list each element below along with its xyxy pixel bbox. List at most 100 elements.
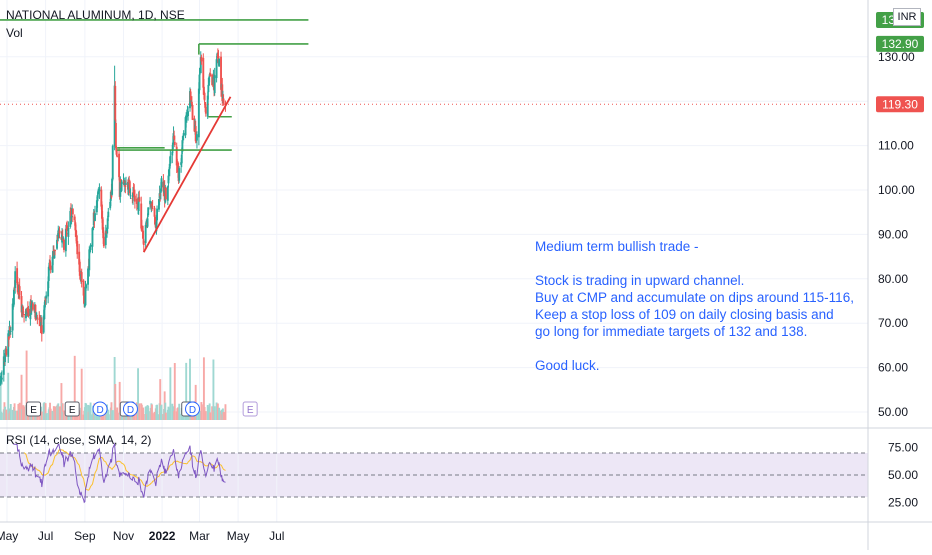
dividend-marker-label: D: [127, 405, 134, 416]
candle-body: [151, 203, 153, 206]
dividend-marker-label: D: [189, 405, 196, 416]
candle-body: [124, 185, 127, 187]
candle-body: [197, 88, 200, 138]
candle-body: [221, 84, 224, 101]
candle-body: [27, 308, 30, 317]
volume-bar: [111, 410, 114, 420]
candle-body: [153, 207, 156, 217]
candle-body: [66, 227, 69, 231]
candle-body: [118, 153, 121, 178]
candle-body: [138, 197, 141, 202]
candle-body: [38, 318, 41, 320]
candle-body: [80, 272, 83, 282]
candle-body: [207, 84, 210, 93]
volume-bar: [159, 379, 162, 420]
candle-body: [215, 59, 218, 79]
dividend-marker: D: [122, 401, 138, 417]
volume-bar: [200, 402, 203, 420]
candle-body: [87, 268, 89, 285]
candle-body: [198, 74, 201, 91]
candle-body: [193, 118, 196, 132]
candle-body: [133, 191, 136, 197]
candle-body: [114, 122, 117, 149]
candle-body: [47, 266, 50, 281]
volume-bar: [4, 406, 7, 420]
rsi-axis-label: 25.00: [888, 496, 918, 510]
candle-body: [202, 57, 205, 88]
dividend-marker-circle: [185, 401, 201, 417]
dividend-marker-label: D: [96, 405, 103, 416]
candle-body: [56, 236, 59, 238]
candle-body: [222, 98, 225, 103]
candle-body: [69, 208, 72, 217]
candle-body: [34, 304, 37, 320]
candle-body: [92, 227, 95, 231]
volume-bar: [80, 368, 83, 420]
price-axis-label: 100.00: [878, 183, 915, 197]
candle-body: [209, 73, 212, 77]
volume-bar: [187, 413, 190, 420]
candle-body: [137, 196, 140, 211]
volume-bar: [147, 405, 150, 420]
volume-bar: [156, 404, 159, 420]
volume-bar: [213, 406, 216, 420]
volume-bar: [107, 409, 110, 420]
candle-body: [74, 222, 77, 231]
candle-body: [54, 250, 57, 252]
candle-body: [45, 295, 48, 299]
candle-body: [64, 228, 67, 252]
earnings-marker-label: E: [69, 405, 76, 416]
volume-bar: [204, 411, 207, 420]
level-tag: 132.90: [882, 37, 919, 51]
volume-bar: [73, 355, 76, 420]
candle-body: [84, 286, 87, 306]
candle-body: [123, 182, 126, 185]
volume-bar: [164, 412, 167, 420]
candle-body: [69, 211, 72, 227]
candle-body: [127, 181, 130, 193]
volume-bar: [7, 372, 10, 420]
candle-body: [145, 221, 148, 223]
candle-body: [49, 260, 51, 269]
trade-note: Medium term bullish trade - Stock is tra…: [535, 238, 854, 374]
candle-body: [206, 95, 209, 117]
candle-body: [91, 228, 94, 247]
candle-body: [128, 181, 131, 193]
currency-badge[interactable]: INR: [893, 8, 921, 26]
price-axis-label: 50.00: [878, 405, 908, 419]
candle-body: [62, 237, 65, 239]
candle-body: [140, 226, 143, 229]
rsi-line: [13, 442, 226, 504]
time-axis-label: Mar: [189, 529, 210, 543]
candle-body: [142, 240, 145, 246]
volume-label: Vol: [6, 26, 23, 40]
volume-bar: [89, 402, 92, 420]
volume-bar: [49, 408, 52, 420]
candle-body: [44, 297, 47, 302]
candle-body: [22, 311, 25, 313]
chart-title: NATIONAL ALUMINUM, 1D, NSE: [6, 8, 185, 22]
candle-body: [42, 315, 45, 333]
candle-body: [128, 179, 131, 183]
candle-body: [173, 136, 176, 140]
candle-body: [75, 229, 77, 238]
volume-bar: [178, 403, 181, 420]
earnings-marker: E: [26, 401, 42, 417]
earnings-marker-box: [26, 401, 42, 417]
earnings-marker-box: [242, 401, 258, 417]
price-axis-label: 110.00: [878, 139, 914, 153]
volume-bar: [0, 412, 3, 420]
candle-body: [5, 349, 8, 355]
candle-body: [132, 192, 134, 198]
volume-bar: [151, 404, 153, 420]
candle-body: [88, 249, 91, 271]
candle-body: [31, 303, 34, 310]
candle-body: [14, 271, 17, 289]
candle-body: [105, 231, 108, 234]
candle-body: [94, 213, 96, 221]
candle-body: [177, 162, 179, 172]
note-line: [535, 255, 854, 272]
candle-body: [20, 295, 23, 313]
